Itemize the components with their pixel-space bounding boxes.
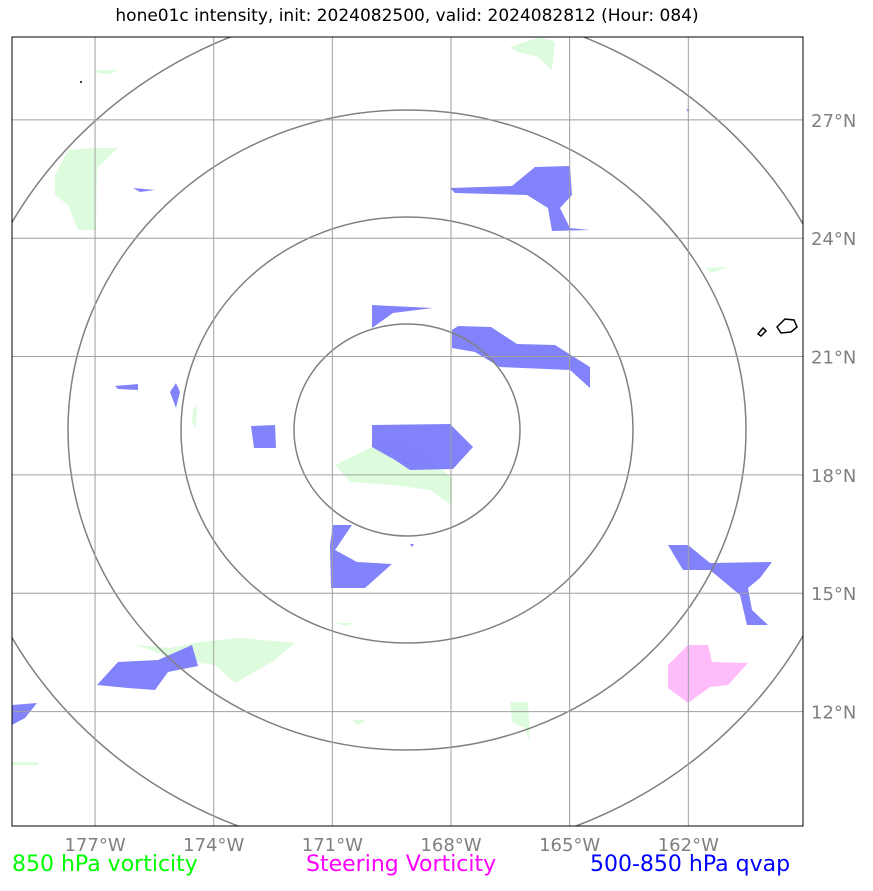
- qvap-patch: [372, 424, 473, 470]
- latitude-tick-label: 15°N: [811, 584, 856, 605]
- latitude-tick-label: 27°N: [811, 111, 856, 132]
- qvap-patch: [330, 525, 392, 588]
- vort850-patch: [96, 70, 118, 74]
- steering-vorticity-contours: [668, 645, 748, 703]
- longitude-tick-label: 165°W: [539, 835, 600, 856]
- coastlines: [80, 81, 798, 337]
- qvap-patch: [115, 384, 138, 390]
- latitude-tick-label: 18°N: [811, 466, 856, 487]
- qvap-patch: [450, 166, 590, 231]
- vort850-patch: [352, 720, 366, 725]
- map-title: hone01c intensity, init: 2024082500, val…: [115, 6, 699, 26]
- longitude-tick-label: 174°W: [183, 835, 244, 856]
- vort850-patch: [12, 762, 38, 765]
- legend-steering-vorticity: Steering Vorticity: [306, 852, 497, 877]
- qvap-patch: [251, 425, 276, 448]
- map-area: [12, 37, 803, 826]
- longitude-tick-label: 162°W: [658, 835, 719, 856]
- range-ring: [293, 323, 521, 537]
- latitude-tick-label: 21°N: [811, 348, 856, 369]
- longitude-labels: 177°W 174°W 171°W 168°W 165°W 162°W: [64, 835, 719, 856]
- latitude-labels: 27°N 24°N 21°N 18°N 15°N 12°N: [811, 111, 856, 724]
- legend-qvap: 500-850 hPa qvap: [590, 852, 791, 877]
- qvap-patch: [170, 383, 180, 408]
- steering-vort-patch: [668, 645, 748, 703]
- vort850-patch: [510, 702, 530, 742]
- qvap-patch: [12, 703, 37, 725]
- qvap-patch: [133, 188, 155, 192]
- vort850-patch: [335, 623, 355, 626]
- gridlines: [12, 37, 803, 826]
- qvap-patch: [372, 305, 433, 328]
- qvap-patch: [668, 545, 772, 625]
- latitude-tick-label: 12°N: [811, 703, 856, 724]
- range-ring: [180, 216, 634, 644]
- range-ring: [67, 109, 747, 751]
- vorticity-850-contours: [12, 37, 728, 765]
- legend-850-vorticity: 850 hPa vorticity: [12, 852, 198, 877]
- longitude-tick-label: 168°W: [420, 835, 481, 856]
- island-coastline: [776, 318, 798, 334]
- vort850-patch: [510, 37, 555, 70]
- qvap-patch: [410, 544, 414, 547]
- range-rings: [12, 37, 803, 826]
- latitude-tick-label: 24°N: [811, 229, 856, 250]
- longitude-tick-label: 171°W: [302, 835, 363, 856]
- map-frame: [11, 36, 804, 827]
- vort850-patch: [705, 267, 728, 273]
- vort850-patch: [135, 638, 295, 683]
- qvap-contours: [12, 109, 772, 725]
- vort850-patch: [55, 148, 118, 230]
- vort850-patch: [192, 404, 197, 428]
- longitude-tick-label: 177°W: [64, 835, 125, 856]
- island-coastline: [756, 326, 768, 337]
- qvap-patch: [97, 645, 198, 690]
